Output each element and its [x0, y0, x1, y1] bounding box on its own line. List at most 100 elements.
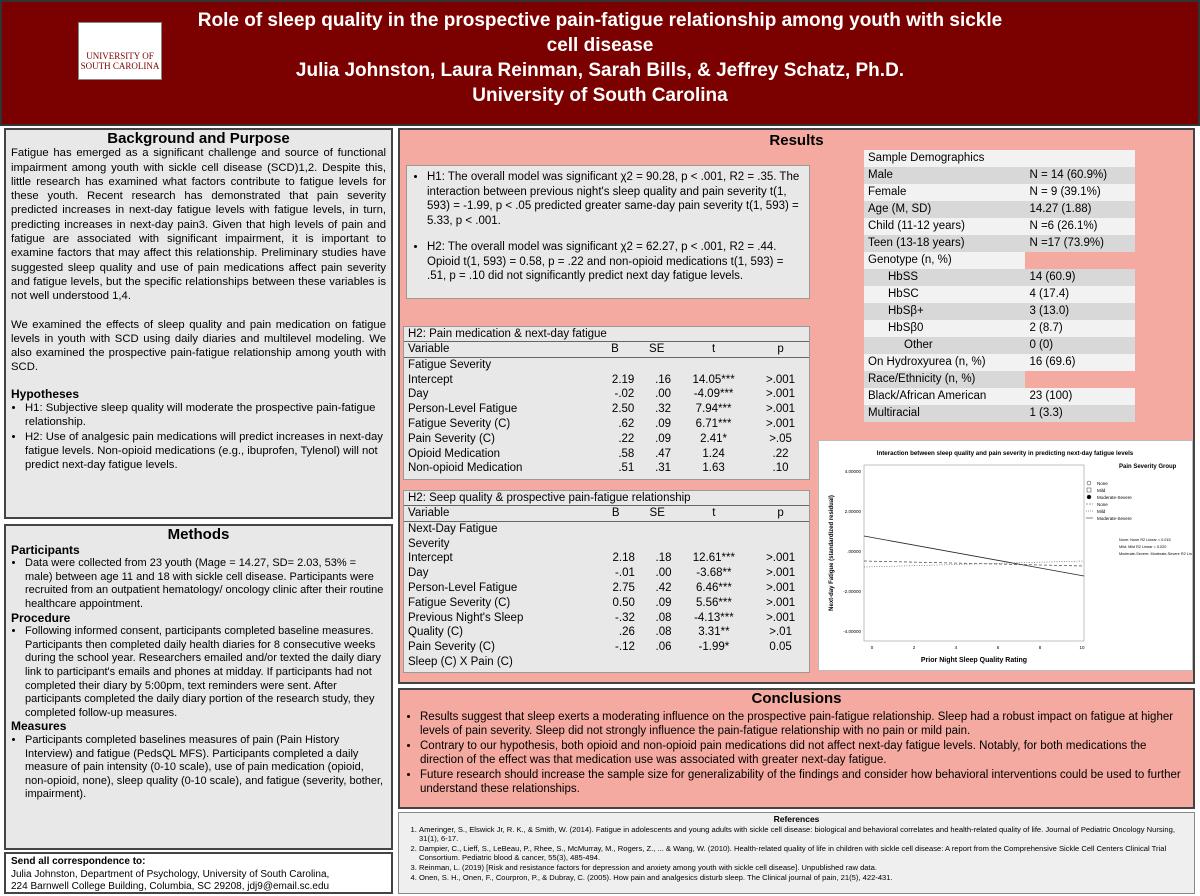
table-row: Person-Level Fatigue 2.50 .32 7.94*** >.001 — [404, 402, 809, 417]
header-cell: SE — [638, 506, 676, 522]
affiliation: University of South Carolina — [472, 85, 728, 106]
cell: Fatigue Severity (C) — [408, 596, 511, 609]
cell: Day — [408, 567, 429, 580]
cell: -.12 — [615, 641, 635, 654]
fit-note: Mild: Mild R2 Linear = 0.020 — [1119, 545, 1166, 549]
legend-label: Moderate-Severe — [1097, 495, 1132, 500]
cell: >.05 — [769, 432, 792, 445]
cell: Intercept — [408, 552, 453, 565]
cell: Previous Night's Sleep — [408, 611, 524, 624]
list-item: Contrary to our hypothesis, both opioid … — [420, 739, 1187, 768]
y-tick-label: 4.00000 — [845, 469, 862, 474]
cell: Genotype (n, %) — [868, 254, 952, 266]
x-tick-label: 4 — [955, 645, 958, 650]
cell: .16 — [655, 373, 672, 386]
list-item: H1: Subjective sleep quality will modera… — [25, 401, 386, 430]
table-row: HbSβ0 2 (8.7) — [864, 320, 1135, 337]
table-row: Opioid Medication .58 .47 1.24 .22 — [404, 447, 809, 462]
table-title: H2: Seep quality & prospective pain-fati… — [404, 491, 809, 506]
cell: .08 — [655, 611, 672, 624]
table-row: Sleep (C) X Pain (C) — [404, 655, 809, 670]
table-row: Person-Level Fatigue 2.75 .42 6.46*** >.001 — [404, 581, 809, 596]
cell: .32 — [655, 403, 672, 416]
cell: >.001 — [765, 388, 796, 401]
cell: 2.50 — [611, 403, 635, 416]
heading: Conclusions — [751, 690, 842, 707]
cell: Intercept — [408, 373, 453, 386]
x-tick-label: 2 — [913, 645, 916, 650]
cell: -.32 — [615, 611, 635, 624]
list: Following informed consent, participants… — [11, 625, 386, 720]
cell: 1.63 — [702, 462, 725, 475]
conclusions-box: Conclusions Results suggest that sleep ex… — [398, 688, 1195, 809]
table-row: HbSS 14 (60.9) — [864, 269, 1135, 286]
cell: 12.61*** — [692, 552, 735, 565]
cell: 2.75 — [612, 581, 635, 594]
cell: -1.99* — [698, 641, 730, 654]
cell: 5.56*** — [695, 596, 732, 609]
cell: .09 — [655, 596, 672, 609]
subheading: Participants — [11, 542, 80, 557]
fit-line — [863, 535, 1085, 577]
heading: References — [773, 814, 820, 824]
table-row: Teen (13-18 years) N =17 (73.9%) — [864, 235, 1135, 252]
cell: .09 — [655, 432, 672, 445]
cell: .26 — [618, 626, 635, 639]
list-item: Dampier, C., Lieff, S., LeBeau, P., Rhee… — [419, 844, 1188, 863]
table-row: Black/African American 23 (100) — [864, 388, 1135, 405]
y-tick-label: 2.00000 — [845, 509, 862, 514]
legend-swatch — [1086, 480, 1092, 486]
cell: HbSC — [888, 288, 919, 300]
cell: 14.05*** — [692, 373, 735, 386]
cell: Opioid Medication — [408, 447, 501, 460]
list: H1: The overall model was significant χ2… — [413, 170, 803, 284]
header-cell: Variable — [404, 506, 593, 522]
cell: -3.68** — [696, 567, 732, 580]
cell: >.001 — [765, 403, 796, 416]
cell: .08 — [655, 626, 672, 639]
figure-svg: Interaction between sleep quality and pa… — [829, 450, 1192, 664]
cell: >.001 — [766, 567, 796, 580]
figure-title: Interaction between sleep quality and pa… — [877, 450, 1134, 457]
table-row: Non-opioid Medication .51 .31 1.63 .10 — [404, 461, 809, 476]
list: Data were collected from 23 youth (Mage … — [11, 557, 386, 611]
cell: N = 14 (60.9%) — [1029, 169, 1108, 181]
cell: 7.94*** — [695, 403, 732, 416]
subheading: Procedure — [11, 610, 71, 625]
table-sleep: H2: Seep quality & prospective pain-fati… — [403, 490, 810, 673]
cell: HbSβ0 — [888, 322, 924, 334]
cell: Person-Level Fatigue — [408, 581, 518, 594]
table-row: Intercept 2.18 .18 12.61*** >.001 — [404, 551, 809, 566]
header-cell: B — [591, 342, 639, 358]
cell: 0.05 — [769, 641, 792, 654]
header-cell: p — [752, 506, 809, 522]
list-item: H2: Use of analgesic pain medications wi… — [25, 430, 386, 473]
table-row: Fatigue Severity — [404, 357, 809, 372]
table-header: Sample Demographics — [864, 150, 1135, 167]
heading: Send all correspondence to: — [11, 856, 146, 867]
paragraph: We examined the effects of sleep quality… — [11, 318, 386, 374]
cell: >.001 — [765, 373, 796, 386]
title: Role of sleep quality in the prospective… — [197, 10, 1003, 56]
cell: 14.27 (1.88) — [1029, 203, 1092, 215]
methods-box: Methods ParticipantsData were collected f… — [4, 524, 393, 850]
table-row: Other 0 (0) — [864, 337, 1135, 354]
cell: Day — [408, 388, 429, 401]
plot-area — [863, 464, 1085, 642]
cell: -.02 — [614, 388, 635, 401]
fit-note: Moderate-Severe: Moderate-Severe R2 Line… — [1119, 552, 1192, 556]
paragraph: Fatigue has emerged as a significant cha… — [11, 147, 386, 303]
cell: Multiracial — [868, 407, 920, 419]
table-row: Pain Severity (C) -.12 .06 -1.99* 0.05 — [404, 640, 809, 655]
fit-line — [863, 560, 1085, 567]
header-text: Role of sleep quality in the prospective… — [180, 8, 1020, 108]
cell: >.001 — [766, 552, 796, 565]
x-tick-label: 6 — [997, 645, 1000, 650]
legend-swatch — [1086, 494, 1092, 500]
references-box: ReferencesAmeringer, S., Elswick Jr, R. … — [398, 812, 1195, 894]
cell: Child (11-12 years) — [868, 220, 965, 232]
table-row: Fatigue Severity (C) .62 .09 6.71*** >.001 — [404, 417, 809, 432]
x-tick-label: 10 — [1079, 645, 1085, 650]
figure: Interaction between sleep quality and pa… — [818, 440, 1193, 671]
cell: Race/Ethnicity (n, %) — [868, 373, 976, 385]
